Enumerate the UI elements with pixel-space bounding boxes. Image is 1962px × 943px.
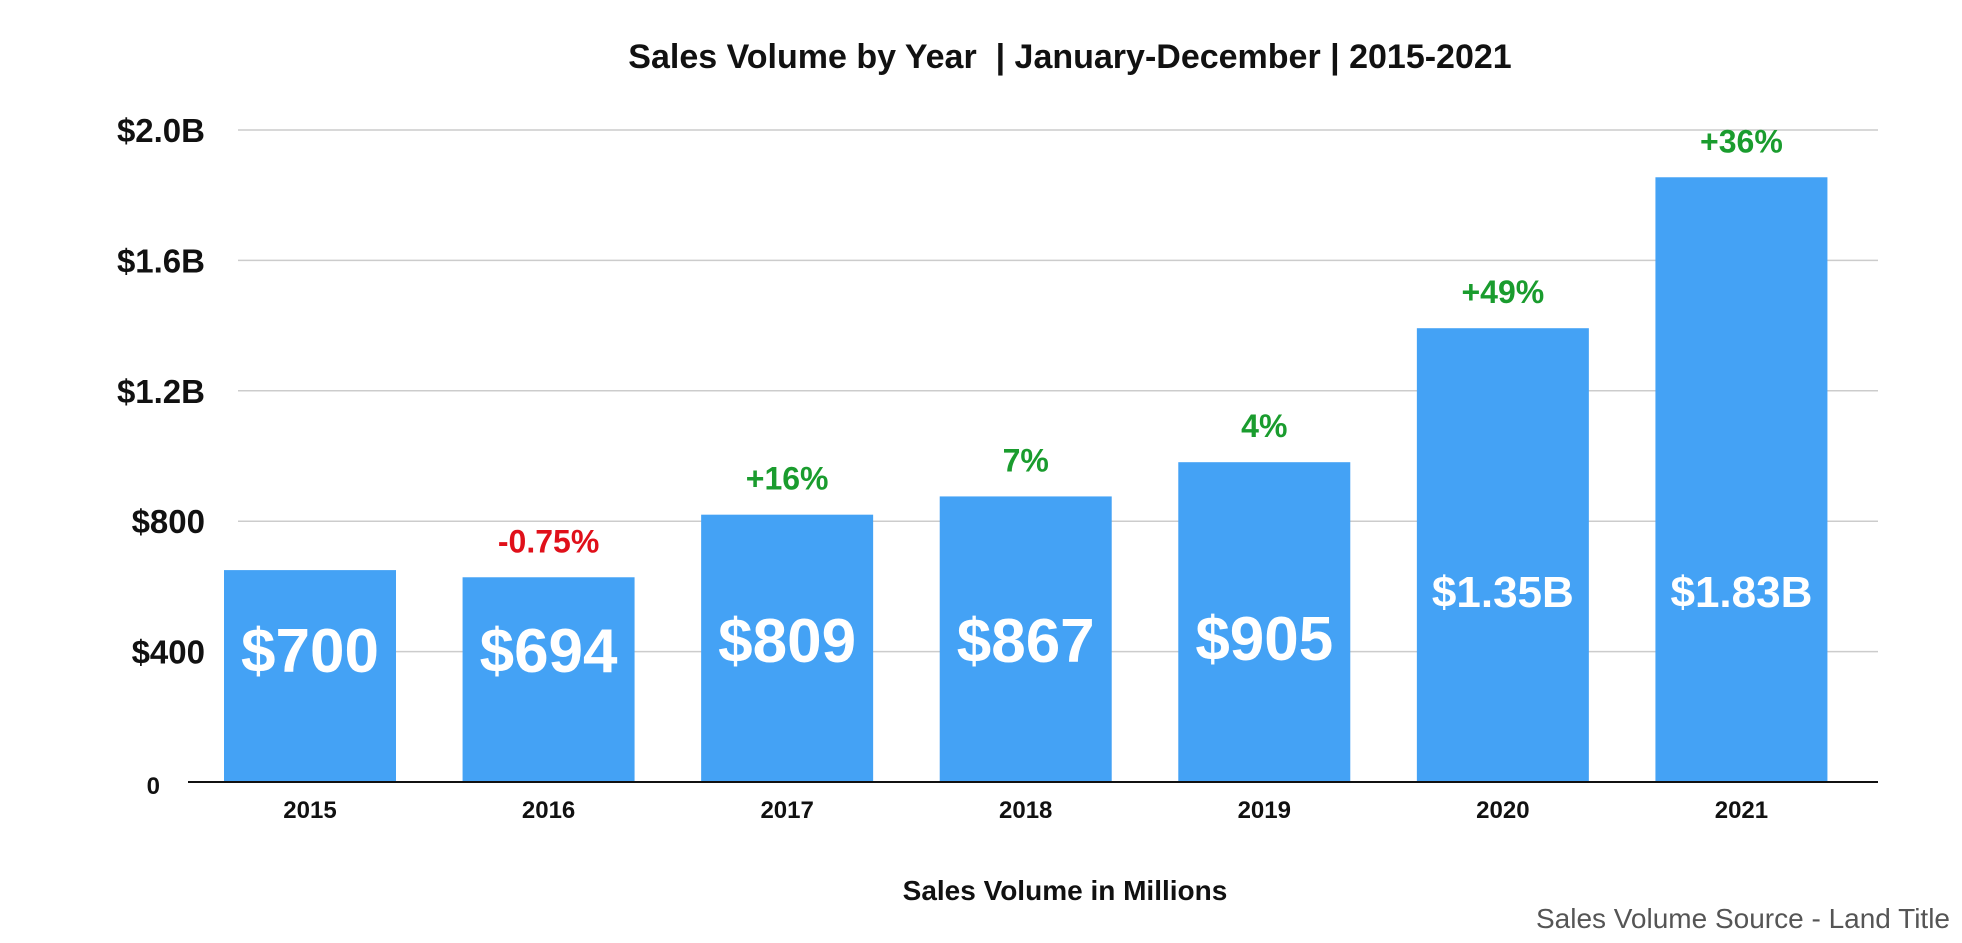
chart-title: Sales Volume by Year | January-December … bbox=[628, 38, 1511, 76]
bar-2015 bbox=[224, 570, 396, 782]
change-labels: -0.75% +16% 7% 4% +49% +36% bbox=[498, 123, 1783, 559]
y-tick-label: $400 bbox=[132, 634, 205, 671]
x-axis-label: Sales Volume in Millions bbox=[903, 875, 1228, 906]
bar-value-label: $700 bbox=[241, 617, 379, 686]
change-label: +49% bbox=[1461, 274, 1544, 310]
y-tick-label: 0 bbox=[147, 773, 160, 800]
y-tick-label: $1.2B bbox=[117, 373, 205, 410]
bar-value-label: $1.35B bbox=[1432, 568, 1574, 617]
x-tick-label: 2019 bbox=[1238, 797, 1291, 824]
bar-2019 bbox=[1178, 462, 1351, 782]
bar-value-labels: $700 $694 $809 $867 $905 $1.35B $1.83B bbox=[241, 568, 1812, 686]
x-tick-label: 2018 bbox=[999, 797, 1052, 824]
y-tick-label: $1.6B bbox=[117, 242, 205, 279]
x-axis-ticks: 2015 2016 2017 2018 2019 2020 2021 bbox=[283, 797, 1768, 824]
bar-value-label: $809 bbox=[718, 607, 856, 676]
bar-2020 bbox=[1416, 328, 1589, 782]
change-label: 4% bbox=[1241, 408, 1287, 444]
change-label: +16% bbox=[746, 461, 829, 497]
source-note: Sales Volume Source - Land Title bbox=[1536, 903, 1950, 934]
y-tick-label: $800 bbox=[132, 503, 205, 540]
bar-value-label: $1.83B bbox=[1670, 568, 1812, 617]
bars bbox=[224, 177, 1828, 782]
change-label: 7% bbox=[1003, 442, 1049, 478]
y-axis-ticks: 0 $400 $800 $1.2B $1.6B $2.0B bbox=[117, 112, 205, 800]
x-tick-label: 2017 bbox=[760, 797, 813, 824]
x-tick-label: 2021 bbox=[1715, 797, 1768, 824]
bar-2017 bbox=[701, 514, 874, 782]
change-label: +36% bbox=[1700, 123, 1783, 159]
x-tick-label: 2015 bbox=[283, 797, 336, 824]
x-tick-label: 2020 bbox=[1476, 797, 1529, 824]
change-label: -0.75% bbox=[498, 523, 599, 559]
bar-value-label: $867 bbox=[957, 607, 1095, 676]
bar-value-label: $694 bbox=[480, 617, 618, 686]
y-tick-label: $2.0B bbox=[117, 112, 205, 149]
x-tick-label: 2016 bbox=[522, 797, 575, 824]
bar-value-label: $905 bbox=[1195, 605, 1333, 674]
bar-2018 bbox=[939, 496, 1112, 782]
bar-2021 bbox=[1655, 177, 1828, 782]
gridlines bbox=[238, 129, 1878, 653]
bar-2016 bbox=[462, 577, 635, 782]
